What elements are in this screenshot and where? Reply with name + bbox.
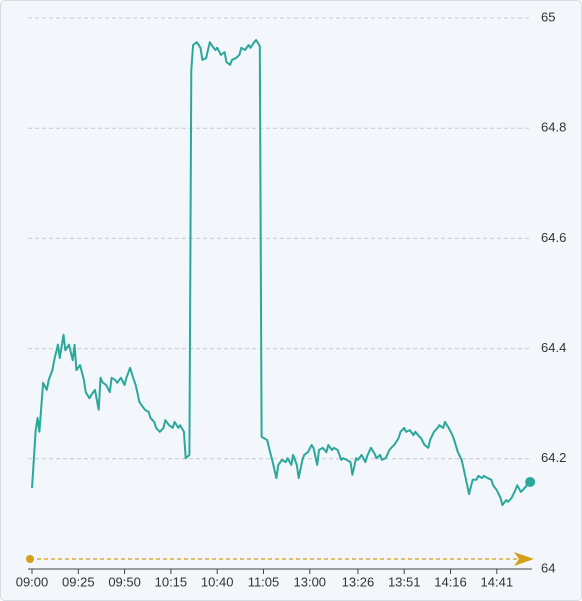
y-tick-label: 64.4 xyxy=(541,340,566,355)
x-tick-label: 11:05 xyxy=(248,574,280,589)
range-start xyxy=(26,555,34,563)
x-tick-label: 13:26 xyxy=(342,574,375,589)
x-tick-label: 14:16 xyxy=(434,574,467,589)
y-tick-label: 64.8 xyxy=(541,120,566,135)
y-tick-label: 64 xyxy=(541,560,555,575)
y-tick-label: 64.6 xyxy=(541,230,566,245)
x-tick-label: 10:15 xyxy=(155,574,188,589)
x-tick-label: 09:00 xyxy=(16,574,49,589)
last-point xyxy=(525,476,536,487)
x-tick-label: 14:41 xyxy=(481,574,514,589)
y-tick-label: 65 xyxy=(541,9,555,24)
x-tick-label: 10:40 xyxy=(201,574,234,589)
y-tick-label: 64.2 xyxy=(541,450,566,465)
x-tick-label: 09:25 xyxy=(62,574,95,589)
x-tick-label: 13:51 xyxy=(388,574,421,589)
price-line xyxy=(31,39,531,507)
range-arrow xyxy=(514,552,534,566)
x-tick-label: 13:00 xyxy=(294,574,327,589)
x-tick-label: 09:50 xyxy=(108,574,141,589)
